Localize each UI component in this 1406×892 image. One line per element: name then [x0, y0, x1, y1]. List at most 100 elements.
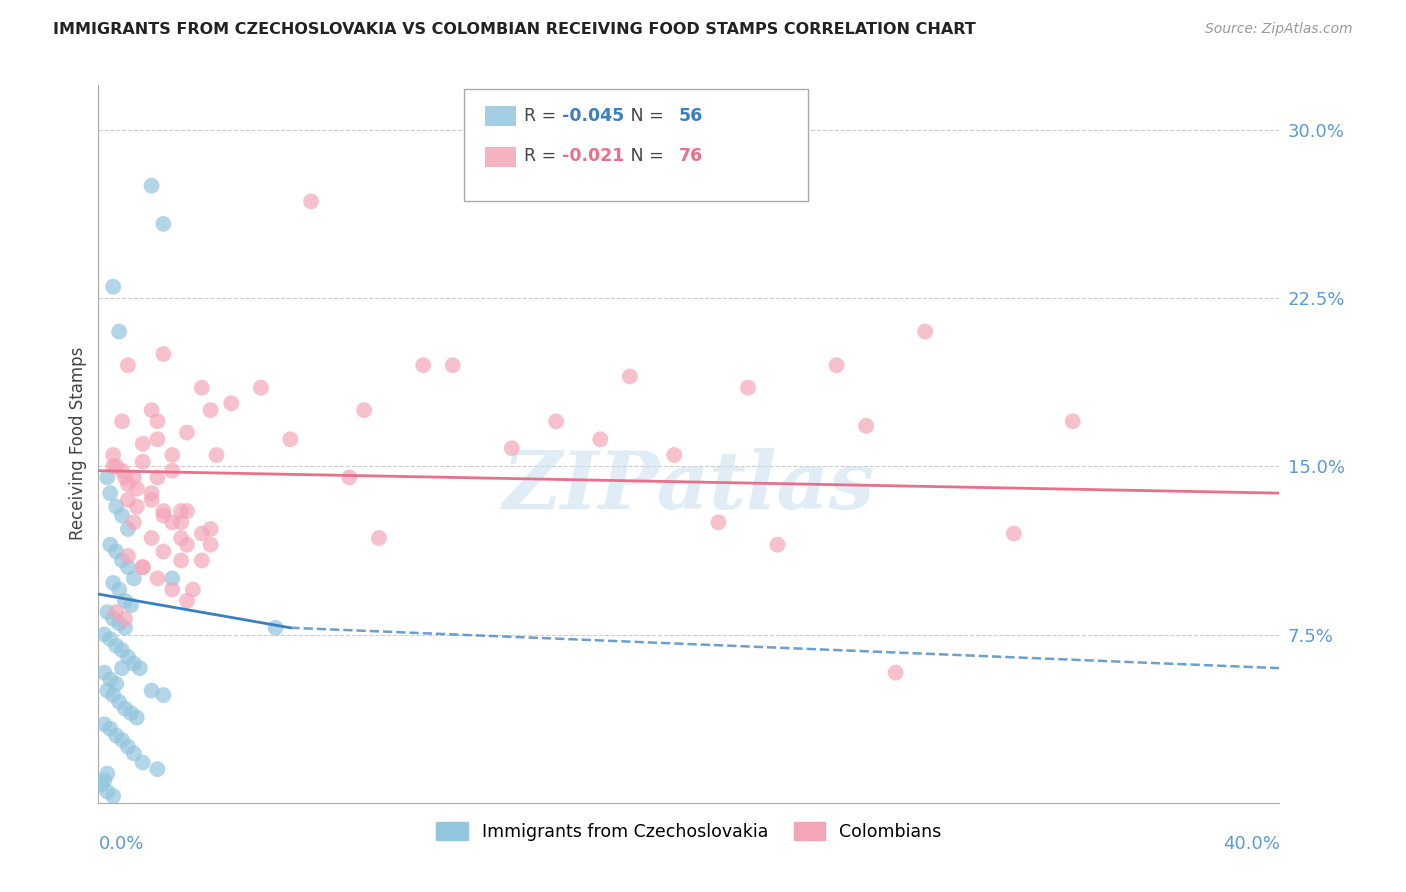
Text: N =: N =: [614, 147, 669, 165]
Point: [441, 358, 464, 372]
Point: [103, 448, 125, 462]
Point: [152, 508, 174, 523]
Point: [353, 403, 375, 417]
Point: [191, 526, 214, 541]
Point: [1062, 414, 1084, 428]
Point: [146, 571, 169, 585]
Point: [117, 522, 139, 536]
Point: [122, 747, 145, 761]
Y-axis label: Receiving Food Stamps: Receiving Food Stamps: [69, 347, 87, 541]
Point: [412, 358, 434, 372]
Point: [162, 582, 183, 597]
Point: [117, 649, 139, 664]
Text: R =: R =: [524, 147, 562, 165]
Point: [96, 605, 118, 619]
Point: [501, 442, 523, 456]
Point: [152, 217, 174, 231]
Point: [1002, 526, 1025, 541]
Point: [105, 459, 128, 474]
Point: [96, 683, 118, 698]
Text: ZIPatlas: ZIPatlas: [503, 448, 875, 525]
Point: [280, 432, 302, 446]
Point: [108, 695, 131, 709]
Point: [855, 418, 877, 433]
Point: [117, 560, 139, 574]
Text: -0.021: -0.021: [562, 147, 624, 165]
Point: [114, 470, 136, 484]
Point: [117, 739, 139, 754]
Point: [111, 733, 134, 747]
Point: [111, 508, 134, 523]
Point: [141, 683, 163, 698]
Point: [96, 784, 118, 798]
Point: [152, 347, 174, 361]
Point: [737, 381, 759, 395]
Point: [132, 436, 155, 450]
Point: [146, 470, 169, 484]
Point: [114, 621, 136, 635]
Point: [105, 729, 128, 743]
Point: [766, 538, 789, 552]
Point: [98, 673, 121, 687]
Text: Source: ZipAtlas.com: Source: ZipAtlas.com: [1205, 22, 1353, 37]
Point: [132, 560, 155, 574]
Point: [122, 571, 145, 585]
Point: [105, 639, 128, 653]
Point: [108, 325, 131, 339]
Point: [575, 163, 598, 178]
Point: [146, 414, 169, 428]
Point: [162, 448, 183, 462]
Point: [122, 657, 145, 671]
Point: [108, 582, 131, 597]
Point: [146, 762, 169, 776]
Point: [176, 594, 198, 608]
Point: [707, 516, 730, 530]
Point: [117, 549, 139, 563]
Point: [103, 575, 125, 590]
Point: [132, 455, 155, 469]
Point: [117, 358, 139, 372]
Point: [191, 381, 214, 395]
Point: [98, 632, 121, 646]
Point: [914, 325, 936, 339]
Point: [122, 470, 145, 484]
Point: [141, 531, 163, 545]
Point: [200, 403, 222, 417]
Text: R =: R =: [524, 107, 562, 125]
Legend: Immigrants from Czechoslovakia, Colombians: Immigrants from Czechoslovakia, Colombia…: [429, 815, 949, 848]
Point: [120, 599, 142, 613]
Point: [205, 448, 228, 462]
Point: [108, 616, 131, 631]
Point: [132, 560, 155, 574]
Text: 76: 76: [679, 147, 703, 165]
Point: [111, 661, 134, 675]
Text: 56: 56: [679, 107, 703, 125]
Point: [103, 688, 125, 702]
Point: [221, 396, 243, 410]
Point: [103, 279, 125, 293]
Point: [162, 571, 183, 585]
Text: 40.0%: 40.0%: [1223, 835, 1279, 853]
Point: [125, 482, 148, 496]
Point: [170, 504, 193, 518]
Point: [170, 531, 193, 545]
Point: [162, 516, 183, 530]
Point: [181, 582, 204, 597]
Point: [105, 605, 128, 619]
Point: [152, 544, 174, 558]
Point: [200, 538, 222, 552]
Text: -0.045: -0.045: [562, 107, 624, 125]
Point: [141, 486, 163, 500]
Point: [299, 194, 322, 209]
Point: [132, 756, 155, 770]
Point: [125, 710, 148, 724]
Point: [93, 773, 115, 788]
Point: [105, 500, 128, 514]
Point: [111, 553, 134, 567]
Point: [141, 403, 163, 417]
Point: [111, 643, 134, 657]
Point: [200, 522, 222, 536]
Point: [90, 778, 112, 792]
Point: [93, 665, 115, 680]
Point: [111, 464, 134, 478]
